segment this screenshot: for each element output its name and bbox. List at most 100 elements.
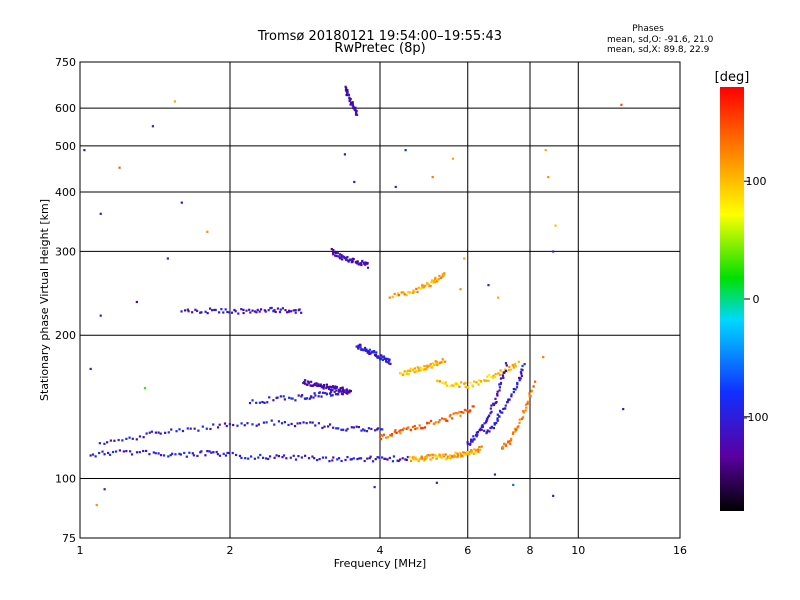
data-point [507,368,511,371]
data-point [467,411,470,414]
data-point [438,419,441,422]
data-point [444,381,447,384]
data-point [407,369,410,372]
data-point [521,369,524,372]
data-point [341,393,344,396]
data-point [441,358,444,361]
data-point [330,247,333,251]
data-point [510,437,513,440]
data-point [151,125,155,128]
data-point [415,458,418,461]
data-point [445,458,448,461]
data-point [444,418,447,421]
data-point [439,454,442,457]
data-point [412,457,415,460]
data-point [174,453,177,456]
data-point [479,427,482,430]
data-point [305,422,308,425]
data-point [349,458,352,461]
data-point [99,212,102,215]
data-point [394,185,397,189]
data-point [321,426,324,430]
data-point [296,422,299,425]
data-point [224,308,227,311]
data-point [432,453,435,456]
data-point [327,387,331,391]
data-point [519,377,522,380]
data-point [486,429,489,432]
data-point [487,379,490,382]
data-point [292,309,295,312]
data-point [267,457,270,461]
data-point [517,425,520,428]
data-point [154,431,158,434]
data-point [521,364,524,368]
data-point [234,310,237,313]
data-point [391,460,395,463]
data-point [433,281,437,284]
data-point [131,437,134,440]
y-tick-label: 400 [55,186,76,199]
data-point [488,430,491,433]
data-point [291,397,294,400]
data-point [197,429,200,432]
data-point [498,386,501,389]
data-point [243,424,246,427]
data-point [421,286,424,289]
data-point [125,449,128,453]
data-point [251,309,254,312]
data-point [204,454,207,457]
data-point [398,430,401,433]
data-point [208,450,211,453]
data-point [401,457,404,460]
data-point [501,374,505,377]
colorbar-tick-label: 0 [753,293,760,306]
data-point [268,455,272,458]
data-point [341,386,344,389]
data-point [521,416,525,419]
data-point [244,457,247,460]
x-tick-label: 1 [77,544,84,557]
data-point [416,427,419,430]
data-point [434,360,437,363]
data-point [419,287,422,290]
data-point [169,454,172,457]
data-point [228,451,231,455]
data-point [334,393,338,396]
data-point [180,310,183,313]
data-point [355,345,358,348]
data-point [300,395,303,398]
data-point [329,388,332,391]
data-point [429,284,432,288]
data-point [504,404,507,407]
data-point [368,348,371,351]
data-point [421,457,424,460]
data-point [297,394,300,397]
data-point [370,350,374,353]
data-point [325,383,329,386]
data-point [485,419,488,422]
data-point [431,362,434,365]
scatter-points [83,85,625,507]
data-point [189,427,192,430]
data-point [320,395,323,398]
data-point [427,283,431,286]
data-point [332,251,335,254]
data-point [313,457,316,460]
data-point [103,488,106,491]
data-point [376,427,380,430]
data-point [251,399,254,402]
data-point [443,272,446,275]
data-point [346,455,349,459]
data-point [359,457,363,460]
data-point [460,381,463,384]
data-point [410,459,413,463]
data-point [186,427,189,430]
data-point [463,257,466,260]
data-point [262,456,265,459]
data-point [435,360,439,363]
data-point [187,310,190,313]
data-point [441,275,444,278]
data-point [501,447,505,450]
data-point [178,452,181,455]
